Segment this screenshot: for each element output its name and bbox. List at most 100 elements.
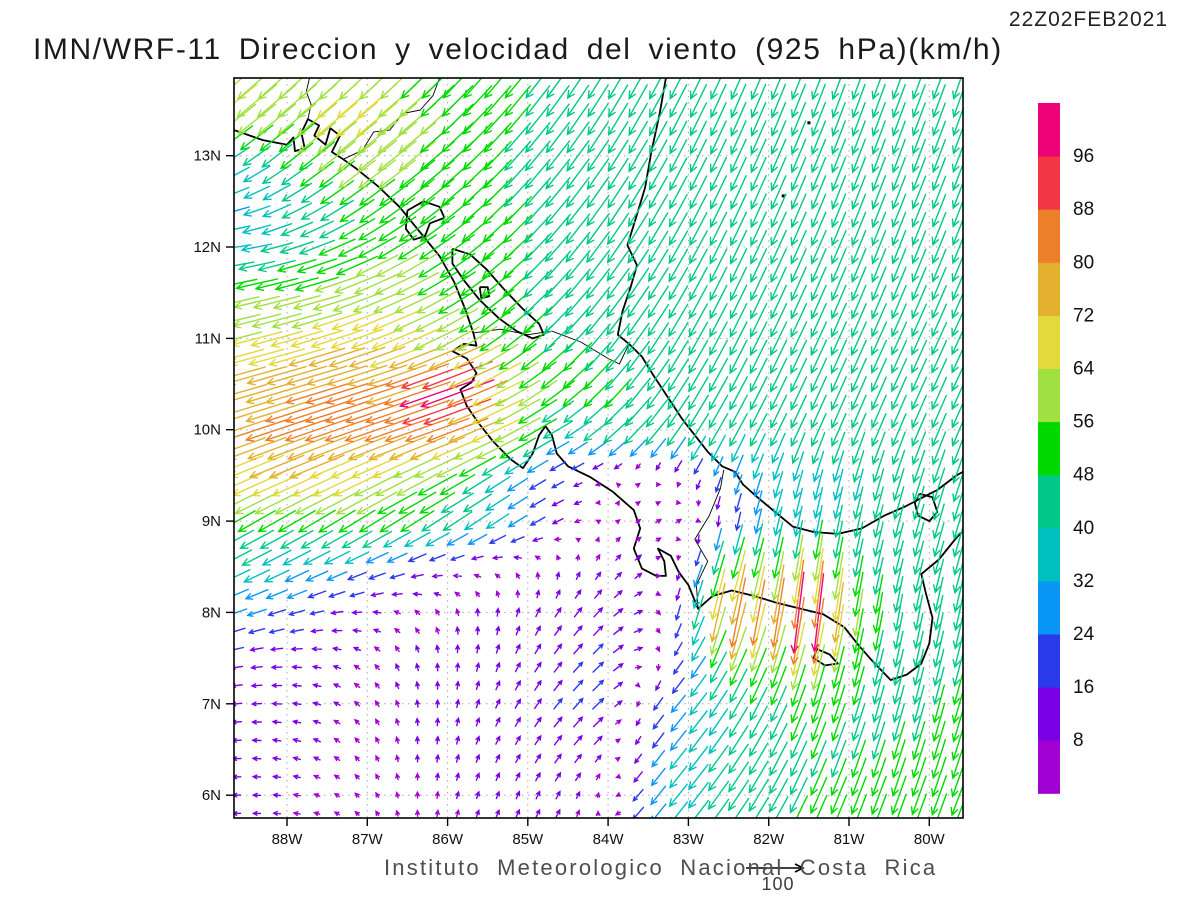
wind-arrow (789, 759, 808, 796)
wind-arrow (565, 195, 591, 227)
wind-arrow (607, 176, 629, 209)
wind-arrow (284, 569, 310, 583)
wind-arrow (634, 591, 644, 597)
wind-arrow (912, 666, 925, 706)
wind-arrow (306, 436, 367, 461)
wind-arrow (950, 764, 963, 798)
wind-arrow (669, 157, 688, 192)
wind-arrow (565, 250, 591, 281)
wind-arrow (572, 679, 584, 692)
wind-arrow (455, 607, 461, 617)
wind-arrow (354, 737, 360, 744)
wind-arrow (749, 357, 768, 393)
wind-arrow (378, 197, 416, 224)
wind-arrow (545, 177, 571, 208)
wind-arrow (480, 288, 515, 316)
colorbar-label: 56 (1073, 412, 1094, 433)
wind-arrow (871, 193, 887, 229)
wind-arrow (850, 376, 867, 411)
wind-arrow (564, 305, 592, 336)
wind-arrow (708, 376, 729, 411)
wind-arrow (354, 773, 360, 780)
wind-arrow (495, 771, 501, 781)
wind-arrow (593, 606, 604, 618)
wind-arrow (587, 121, 609, 154)
wind-arrow (851, 248, 867, 284)
wind-arrow (891, 394, 907, 429)
wind-arrow (316, 121, 357, 154)
wind-arrow (470, 555, 484, 561)
wind-arrow (933, 558, 945, 594)
wind-arrow (893, 593, 904, 632)
wind-arrow (314, 491, 359, 515)
wind-arrow (771, 432, 786, 465)
wind-arrow (291, 701, 302, 707)
wind-arrow (810, 357, 828, 393)
wind-arrow (351, 309, 403, 332)
wind-arrow (710, 568, 726, 621)
wind-arrow (396, 253, 438, 278)
wind-arrow (851, 721, 866, 760)
wind-arrow (810, 664, 826, 708)
wind-arrow (475, 436, 519, 460)
wind-arrow (299, 161, 335, 187)
wind-arrow (279, 529, 314, 549)
wind-arrow (267, 609, 287, 617)
wind-arrow (268, 454, 325, 479)
wind-arrow (234, 331, 263, 340)
wind-arrow (567, 441, 588, 455)
wind-arrow (790, 376, 808, 411)
wind-arrow (575, 553, 581, 561)
wind-arrow (810, 758, 828, 797)
wind-arrow (483, 78, 503, 99)
wind-arrow (891, 83, 906, 119)
wind-arrow (811, 78, 822, 101)
wind-arrow (748, 742, 769, 776)
wind-arrow (688, 339, 709, 375)
wind-arrow (647, 285, 669, 319)
wind-arrow (535, 790, 541, 800)
x-axis-label: 82W (753, 831, 785, 848)
wind-arrow (587, 103, 609, 136)
wind-arrow (675, 500, 682, 505)
wind-arrow (234, 437, 266, 450)
wind-arrow (790, 684, 807, 724)
wind-arrow (545, 158, 571, 190)
wind-arrow (566, 158, 590, 190)
wind-arrow (319, 180, 354, 205)
wind-arrow (246, 608, 267, 617)
wind-arrow (628, 78, 642, 100)
wind-arrow (515, 808, 521, 818)
colorbar-label: 32 (1073, 571, 1094, 592)
wind-arrow (335, 255, 379, 276)
wind-arrow (257, 78, 284, 101)
wind-arrow (831, 211, 847, 247)
wind-arrow (688, 746, 709, 772)
wind-arrow (344, 551, 370, 564)
wind-arrow (669, 747, 688, 771)
wind-arrow (635, 682, 641, 688)
wind-arrow (257, 510, 297, 533)
wind-arrow (896, 793, 907, 818)
wind-arrow (395, 681, 400, 690)
wind-arrow (234, 296, 260, 304)
wind-arrow (912, 648, 925, 687)
wind-arrow (555, 588, 561, 599)
wind-arrow (951, 144, 963, 174)
wind-arrow (911, 285, 927, 320)
wind-arrow (595, 571, 602, 580)
wind-arrow (265, 365, 328, 386)
wind-arrow (554, 606, 562, 618)
wind-arrow (634, 554, 643, 561)
wind-arrow (414, 308, 460, 332)
wind-arrow (267, 347, 326, 367)
wind-arrow (524, 140, 551, 172)
wind-arrow (655, 609, 662, 616)
wind-arrow (655, 518, 663, 524)
wind-arrow (872, 504, 884, 539)
wind-arrow (554, 771, 562, 782)
wind-arrow (790, 740, 808, 778)
wind-arrow (524, 195, 552, 226)
wind-arrow (383, 381, 451, 406)
